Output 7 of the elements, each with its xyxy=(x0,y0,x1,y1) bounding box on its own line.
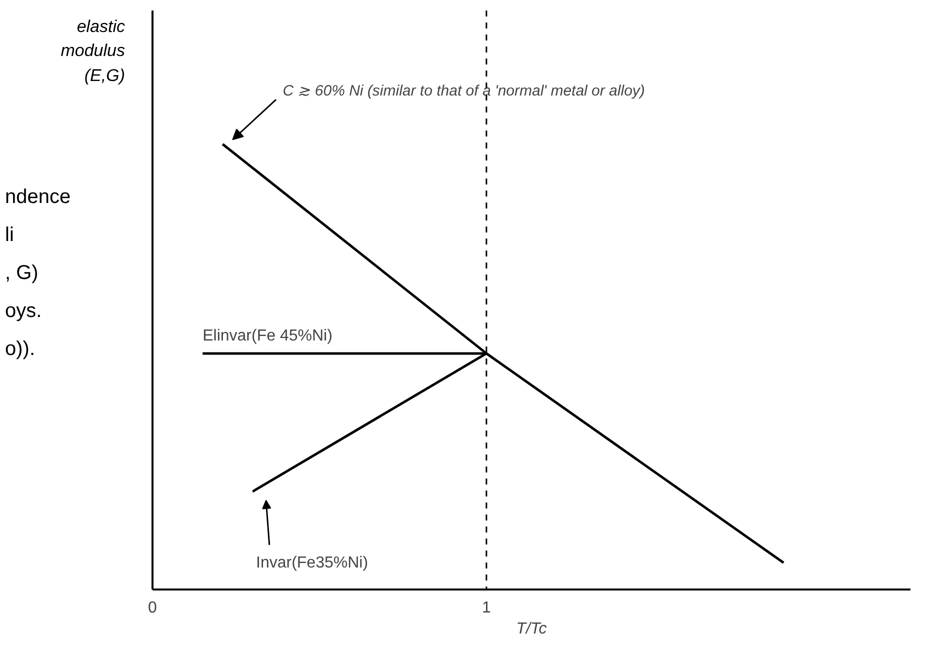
text: ndence li , G) oys. o)). xyxy=(5,184,72,362)
x-tick-label: 1 xyxy=(482,600,491,616)
series-label: Elinvar(Fe 45%Ni) xyxy=(202,328,332,345)
y-axis-title: elastic modulus (E,G) xyxy=(60,16,125,87)
x-tick-label: 0 xyxy=(148,600,158,616)
x-axis-title: T/Tc xyxy=(516,620,547,638)
text: Invar(Fe35%Ni) xyxy=(256,554,368,572)
